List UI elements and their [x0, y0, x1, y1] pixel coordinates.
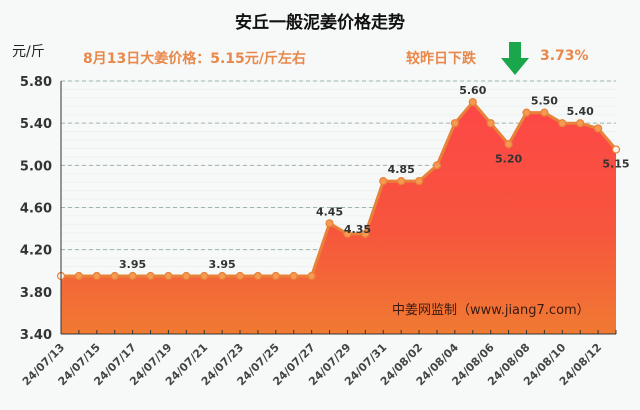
data-point — [164, 271, 173, 281]
data-point — [450, 119, 459, 128]
data-point — [74, 271, 84, 281]
down-arrow-icon — [500, 42, 530, 80]
watermark: 中姜网监制（www.jiang7.com） — [392, 303, 590, 318]
data-label: 5.20 — [495, 152, 522, 165]
y-tick-label: 4.60 — [20, 202, 52, 217]
data-point — [522, 108, 531, 117]
data-label: 5.60 — [459, 84, 486, 97]
change-percent: 3.73% — [540, 48, 589, 64]
data-labels: 3.95 3.95 4.454.35 4.85 5.60 5.20 5.50 5.40 5.15 — [119, 84, 630, 271]
data-point — [343, 229, 352, 238]
y-tick-label: 5.80 — [20, 75, 52, 90]
data-point — [468, 97, 477, 107]
data-point — [486, 119, 495, 128]
data-point — [128, 271, 137, 281]
data-point — [540, 108, 549, 117]
y-tick-label: 3.80 — [20, 286, 52, 301]
data-point — [289, 271, 298, 281]
data-point — [414, 177, 424, 186]
data-point — [110, 271, 119, 281]
data-point — [361, 229, 370, 238]
data-point — [307, 271, 316, 281]
data-point — [146, 271, 155, 281]
y-axis-unit: 元/斤 — [12, 44, 45, 60]
y-tick-label: 4.20 — [20, 244, 52, 259]
data-point — [504, 140, 513, 149]
data-points — [56, 97, 621, 281]
y-tick-label: 5.00 — [20, 159, 52, 174]
chart-title: 安丘一般泥姜价格走势 — [235, 13, 405, 33]
y-axis-ticks: 5.80 5.40 5.00 4.60 4.20 3.80 3.40 — [20, 75, 52, 343]
data-point — [593, 124, 603, 133]
data-label: 5.50 — [531, 95, 558, 108]
data-point — [379, 177, 388, 186]
data-point — [182, 271, 191, 281]
data-point — [576, 119, 585, 128]
change-label: 较昨日下跌 — [406, 51, 476, 67]
data-label: 5.15 — [602, 158, 629, 171]
data-label: 5.40 — [567, 105, 594, 118]
data-label: 4.45 — [316, 205, 343, 218]
data-point — [397, 177, 406, 186]
y-tick-label: 5.40 — [20, 117, 52, 132]
data-point — [611, 145, 621, 154]
data-point — [558, 119, 567, 128]
y-tick-label: 3.40 — [20, 328, 52, 343]
data-point — [235, 271, 245, 281]
data-point — [271, 271, 280, 281]
data-label: 4.85 — [388, 163, 415, 176]
data-label: 4.35 — [344, 223, 371, 236]
data-point — [200, 271, 209, 281]
x-axis-ticks: 24/07/1324/07/1524/07/1724/07/1924/07/21… — [20, 330, 617, 388]
price-note: 8月13日大姜价格：5.15元/斤左右 — [83, 51, 306, 67]
data-point — [325, 219, 334, 228]
data-point — [432, 161, 442, 170]
data-point — [218, 271, 227, 281]
data-point — [92, 271, 101, 281]
data-label: 3.95 — [119, 258, 146, 271]
data-point — [253, 271, 263, 281]
data-label: 3.95 — [209, 258, 236, 271]
